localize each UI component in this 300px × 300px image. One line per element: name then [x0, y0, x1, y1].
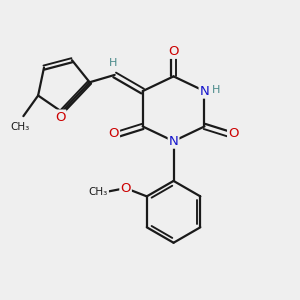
Text: CH₃: CH₃: [10, 122, 29, 132]
Text: O: O: [109, 127, 119, 140]
Text: O: O: [55, 110, 65, 124]
Text: N: N: [200, 85, 209, 98]
Text: O: O: [168, 45, 179, 58]
Text: N: N: [169, 135, 178, 148]
Text: H: H: [109, 58, 117, 68]
Text: O: O: [120, 182, 131, 195]
Text: CH₃: CH₃: [89, 187, 108, 197]
Text: O: O: [228, 127, 238, 140]
Text: H: H: [212, 85, 220, 94]
